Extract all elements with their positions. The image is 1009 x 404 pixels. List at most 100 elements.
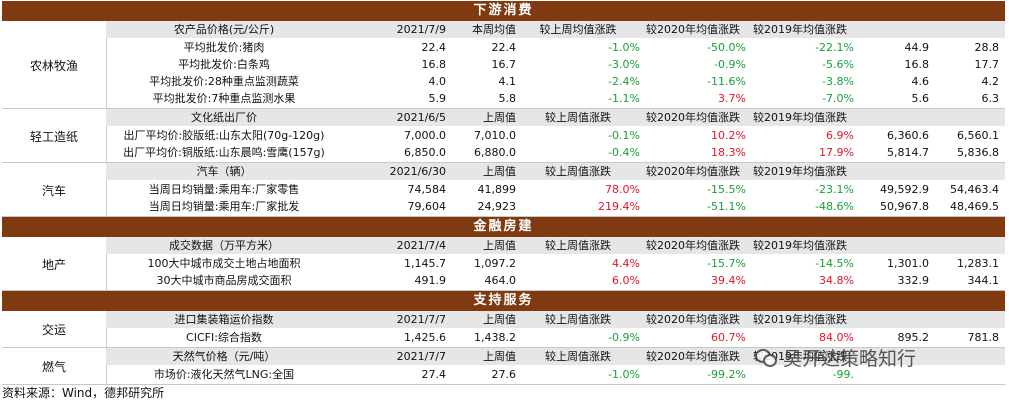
cell-e2: 5,836.8 [957,146,999,159]
section-header: 金融房建 [2,217,1005,237]
table-row: 平均批发价:猪肉 22.4 22.4 -1.0% -50.0% -22.1% 44.9 28.… [106,39,1005,56]
table-row: 当周日均销量:乘用车:厂家零售 74,584 41,899 78.0% -15.5% -2… [106,181,1005,198]
header-cell-e2 [929,237,999,254]
header-cell-y19: 较2019年均值涨跌 [753,23,847,36]
source-note: 资料来源：Wind，德邦研究所 [2,386,165,400]
cell-y19: 6.9% [826,129,854,142]
cell-y19: -99. [832,368,854,381]
cell-wk: 6.0% [612,274,640,287]
cell-e2: 48,469.5 [950,200,999,213]
header-cell-name: 成交数据（万平方米） [169,239,279,252]
cell-e1: 16.8 [904,58,930,71]
cell-d2: 464.0 [484,274,517,287]
header-cell-e1 [854,21,929,38]
cell-wk: -1.0% [608,368,640,381]
cell-y20: 3.7% [718,92,746,105]
cell-d1: 22.4 [421,41,447,54]
cell-wk: -0.4% [608,146,640,159]
cell-name: 平均批发价:28种重点监测蔬菜 [149,75,299,88]
wechat-icon [755,348,777,367]
header-cell-d2: 上周值 [483,165,516,178]
cell-name: 平均批发价:7种重点监测水果 [152,92,296,105]
cell-e2: 4.2 [981,75,1000,88]
header-cell-d2: 上周值 [483,239,516,252]
cell-e1: 6,360.6 [887,129,929,142]
cell-name: 市场价:液化天然气LNG:全国 [153,368,295,381]
cell-e2: 28.8 [974,41,1000,54]
cell-y20: -11.6% [707,75,746,88]
header-cell-d1: 2021/7/7 [396,350,446,363]
cell-d1: 1,425.6 [404,331,446,344]
header-cell-name: 汽车（辆） [196,165,252,178]
cell-y20: -50.0% [707,41,746,54]
cell-y19: -3.8% [822,75,854,88]
cell-wk: -0.9% [608,331,640,344]
cell-d1: 74,584 [407,183,447,196]
cell-y20: -15.5% [707,183,746,196]
cell-wk: 78.0% [605,183,640,196]
cell-e2: 54,463.4 [950,183,999,196]
cell-d2: 16.7 [491,58,517,71]
cell-d2: 6,880.0 [474,146,516,159]
header-cell-y20: 较2020年均值涨跌 [646,111,740,124]
cell-d1: 7,000.0 [404,129,446,142]
cell-y20: 39.4% [711,274,746,287]
category-label: 农林牧渔 [2,21,107,109]
header-cell-e2 [929,109,999,126]
header-cell-y19: 较2019年均值涨跌 [753,111,847,124]
header-cell-y20: 较2020年均值涨跌 [646,313,740,326]
header-cell-d1: 2021/7/4 [396,239,446,252]
cell-d2: 5.8 [498,92,517,105]
cell-e2: 1,283.1 [957,257,999,270]
table-row: 出厂平均价:胶版纸:山东太阳(70g-120g) 7,000.0 7,010.0 -0… [106,127,1005,144]
cell-e1: 4.6 [911,75,930,88]
table-row: 平均批发价:7种重点监测水果 5.9 5.8 -1.1% 3.7% -7.0% 5.6 6.3 [106,90,1005,107]
header-cell-wk: 较上周均值涨跌 [539,23,617,36]
cell-e1: 44.9 [904,41,930,54]
table-header-row: 农产品价格(元/公斤) 2021/7/9 本周均值 较上周均值涨跌 较2020年均值涨跌… [106,21,1005,38]
header-cell-d2: 上周值 [483,313,516,326]
cell-d2: 24,923 [477,200,517,213]
cell-d1: 79,604 [407,200,447,213]
cell-y19: 34.8% [819,274,854,287]
cell-name: 当周日均销量:乘用车:厂家零售 [148,183,300,196]
table-header-row: 成交数据（万平方米） 2021/7/4 上周值 较上周值涨跌 较2020年均值涨跌 较20… [106,237,1005,254]
section-header: 支持服务 [2,291,1005,311]
header-cell-e1 [854,163,929,180]
cell-wk: 219.4% [598,200,640,213]
cell-d1: 491.9 [414,274,447,287]
cell-d1: 5.9 [428,92,447,105]
header-cell-e1 [854,109,929,126]
cell-e2: 6.3 [981,92,1000,105]
header-cell-name: 文化纸出厂价 [191,111,257,124]
row-divider [2,347,1005,348]
header-cell-wk: 较上周值涨跌 [545,111,611,124]
cell-y19: -48.6% [815,200,854,213]
row-divider [2,290,1005,291]
cell-y19: -23.1% [815,183,854,196]
cell-y19: 84.0% [819,331,854,344]
category-label: 地产 [2,237,107,291]
cell-y19: 17.9% [819,146,854,159]
cell-d2: 4.1 [498,75,517,88]
header-cell-name: 农产品价格(元/公斤) [173,23,275,36]
cell-y20: 60.7% [711,331,746,344]
header-cell-e2 [929,21,999,38]
cell-d2: 22.4 [491,41,517,54]
header-cell-y20: 较2020年均值涨跌 [646,23,740,36]
category-label: 交运 [2,311,107,348]
cell-wk: -1.0% [608,41,640,54]
table-row: 市场价:液化天然气LNG:全国 27.4 27.6 -1.0% -99.2% -99. [106,366,1005,383]
header-cell-d1: 2021/7/7 [396,313,446,326]
cell-y19: -22.1% [815,41,854,54]
header-cell-wk: 较上周值涨跌 [545,313,611,326]
cell-wk: -3.0% [608,58,640,71]
cell-e1: 50,967.8 [880,200,929,213]
table-row: 当周日均销量:乘用车:厂家批发 79,604 24,923 219.4% -51.1% -… [106,198,1005,215]
header-cell-wk: 较上周值涨跌 [545,239,611,252]
category-label: 轻工造纸 [2,109,107,163]
cell-d1: 4.0 [428,75,447,88]
cell-y20: 18.3% [711,146,746,159]
cell-e1: 49,592.9 [880,183,929,196]
table-header-row: 文化纸出厂价 2021/6/5 上周值 较上周值涨跌 较2020年均值涨跌 较2019年均… [106,109,1005,126]
